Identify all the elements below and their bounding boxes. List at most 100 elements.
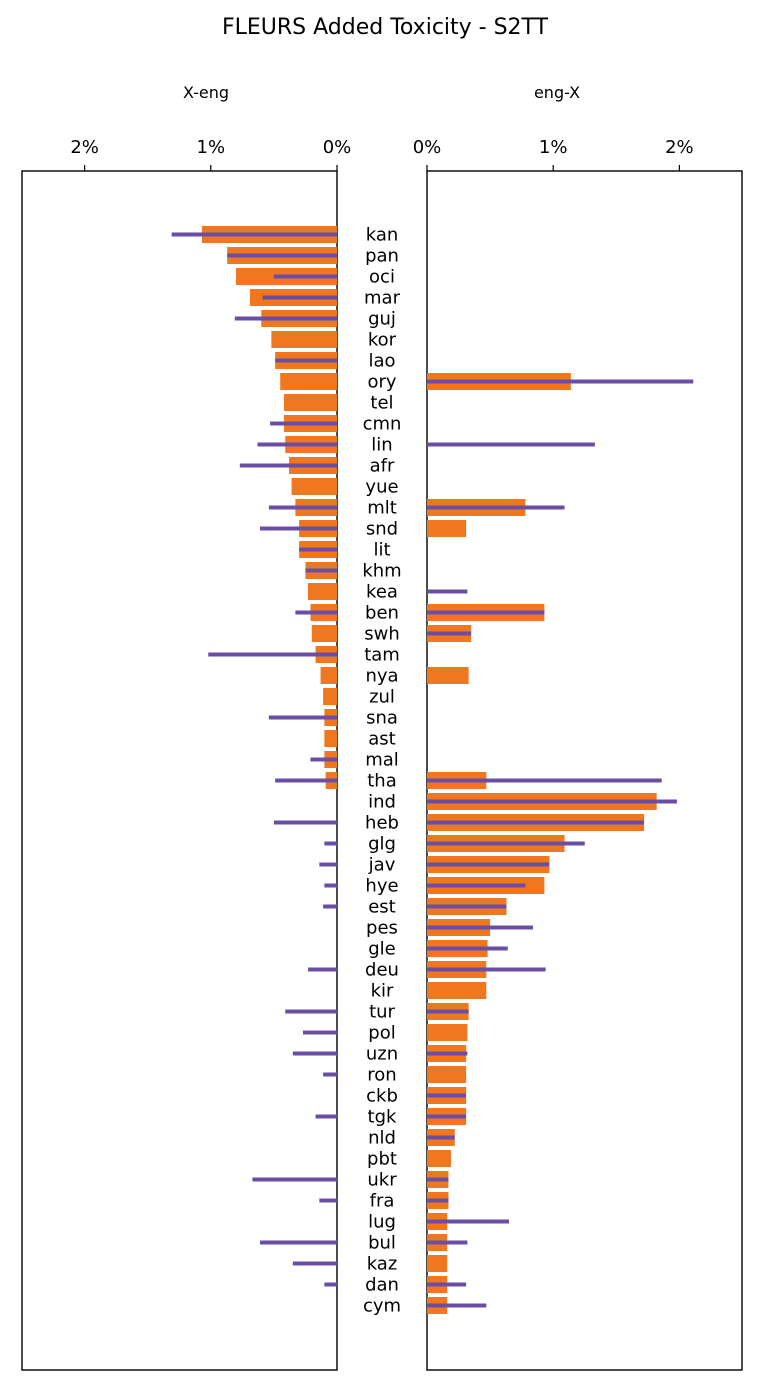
line-eng_x-ind xyxy=(427,799,677,804)
bar-x_eng-swh xyxy=(311,625,337,642)
category-label-gle: gle xyxy=(368,939,396,960)
x-tick-label-x_eng-2: 2% xyxy=(70,137,99,158)
category-label-pol: pol xyxy=(368,1023,395,1044)
line-x_eng-sna xyxy=(268,715,337,720)
panel-title-eng-x: eng-X xyxy=(534,83,580,102)
line-eng_x-ory xyxy=(427,379,694,384)
line-x_eng-afr xyxy=(239,463,337,468)
line-x_eng-khm xyxy=(305,568,337,573)
category-label-tur: tur xyxy=(369,1002,395,1023)
line-eng_x-ukr xyxy=(427,1177,449,1182)
line-x_eng-mar xyxy=(262,295,337,300)
bar-eng_x-kaz xyxy=(427,1255,448,1272)
line-eng_x-bul xyxy=(427,1240,468,1245)
category-label-lug: lug xyxy=(368,1212,396,1233)
line-x_eng-uzn xyxy=(292,1051,337,1056)
chart-title: FLEURS Added Toxicity - S2TT xyxy=(222,15,549,40)
category-label-bul: bul xyxy=(368,1233,396,1254)
panel-title-x-eng: X-eng xyxy=(183,83,229,102)
line-eng_x-ckb xyxy=(427,1093,467,1098)
line-eng_x-jav xyxy=(427,862,550,867)
category-label-tam: tam xyxy=(364,645,400,666)
category-label-snd: snd xyxy=(366,519,398,540)
line-eng_x-nld xyxy=(427,1135,455,1140)
category-label-jav: jav xyxy=(368,855,396,876)
line-eng_x-fra xyxy=(427,1198,449,1203)
bar-x_eng-ory xyxy=(280,373,337,390)
category-label-pbt: pbt xyxy=(367,1149,397,1170)
line-eng_x-tha xyxy=(427,778,662,783)
line-x_eng-ben xyxy=(295,610,337,615)
x-tick-label-eng_x-0: 0% xyxy=(413,137,442,158)
category-label-lit: lit xyxy=(373,540,390,561)
panel-frame-eng_x xyxy=(426,170,743,1371)
line-eng_x-pes xyxy=(427,925,534,930)
line-eng_x-tur xyxy=(427,1009,469,1014)
line-eng_x-lug xyxy=(427,1219,510,1224)
line-x_eng-lit xyxy=(299,547,337,552)
line-x_eng-dan xyxy=(324,1282,337,1287)
line-x_eng-guj xyxy=(234,316,337,321)
line-eng_x-ben xyxy=(427,610,545,615)
category-label-ory: ory xyxy=(367,372,396,393)
x-tick-label-x_eng-1: 1% xyxy=(197,137,226,158)
line-x_eng-mal xyxy=(310,757,337,762)
category-label-afr: afr xyxy=(370,456,395,477)
line-eng_x-hye xyxy=(427,883,526,888)
category-label-mlt: mlt xyxy=(367,498,397,519)
line-x_eng-pan xyxy=(227,253,337,258)
bar-eng_x-ron xyxy=(427,1066,467,1083)
line-x_eng-ron xyxy=(323,1072,337,1077)
line-x_eng-lin xyxy=(257,442,337,447)
category-label-dan: dan xyxy=(365,1275,399,1296)
bar-eng_x-kir xyxy=(427,982,487,999)
bar-x_eng-kor xyxy=(271,331,337,348)
bar-x_eng-zul xyxy=(323,688,337,705)
panel-frame-x_eng xyxy=(21,170,338,1371)
line-x_eng-deu xyxy=(307,967,337,972)
category-label-tel: tel xyxy=(370,393,393,414)
line-x_eng-cmn xyxy=(270,421,337,426)
line-x_eng-fra xyxy=(319,1198,337,1203)
category-label-nld: nld xyxy=(368,1128,396,1149)
line-x_eng-glg xyxy=(324,841,337,846)
category-label-heb: heb xyxy=(365,813,399,834)
category-label-tha: tha xyxy=(367,771,397,792)
line-x_eng-lao xyxy=(275,358,337,363)
category-label-kea: kea xyxy=(366,582,398,603)
category-label-ind: ind xyxy=(368,792,396,813)
line-eng_x-gle xyxy=(427,946,508,951)
category-label-kor: kor xyxy=(368,330,397,351)
category-label-ukr: ukr xyxy=(367,1170,397,1191)
bar-eng_x-pol xyxy=(427,1024,468,1041)
category-label-yue: yue xyxy=(365,477,398,498)
bar-x_eng-ast xyxy=(324,730,337,747)
line-x_eng-mlt xyxy=(268,505,337,510)
x-tick-label-x_eng-0: 0% xyxy=(323,137,352,158)
bar-x_eng-nya xyxy=(320,667,337,684)
category-label-tgk: tgk xyxy=(368,1107,397,1128)
category-label-guj: guj xyxy=(368,309,396,330)
bar-eng_x-nya xyxy=(427,667,469,684)
line-x_eng-est xyxy=(323,904,337,909)
line-eng_x-glg xyxy=(427,841,585,846)
bar-x_eng-tel xyxy=(283,394,337,411)
line-x_eng-tha xyxy=(275,778,337,783)
category-label-cmn: cmn xyxy=(363,414,402,435)
line-x_eng-ukr xyxy=(252,1177,337,1182)
category-label-ast: ast xyxy=(368,729,395,750)
line-eng_x-tgk xyxy=(427,1114,467,1119)
category-label-pes: pes xyxy=(366,918,398,939)
line-x_eng-kaz xyxy=(292,1261,337,1266)
category-label-hye: hye xyxy=(365,876,398,897)
bar-eng_x-snd xyxy=(427,520,467,537)
line-eng_x-deu xyxy=(427,967,546,972)
category-label-khm: khm xyxy=(362,561,401,582)
line-eng_x-swh xyxy=(427,631,472,636)
bar-eng_x-pbt xyxy=(427,1150,451,1167)
bar-x_eng-kea xyxy=(307,583,337,600)
category-label-deu: deu xyxy=(365,960,399,981)
category-label-ckb: ckb xyxy=(366,1086,398,1107)
line-eng_x-mlt xyxy=(427,505,565,510)
category-label-kir: kir xyxy=(371,981,394,1002)
